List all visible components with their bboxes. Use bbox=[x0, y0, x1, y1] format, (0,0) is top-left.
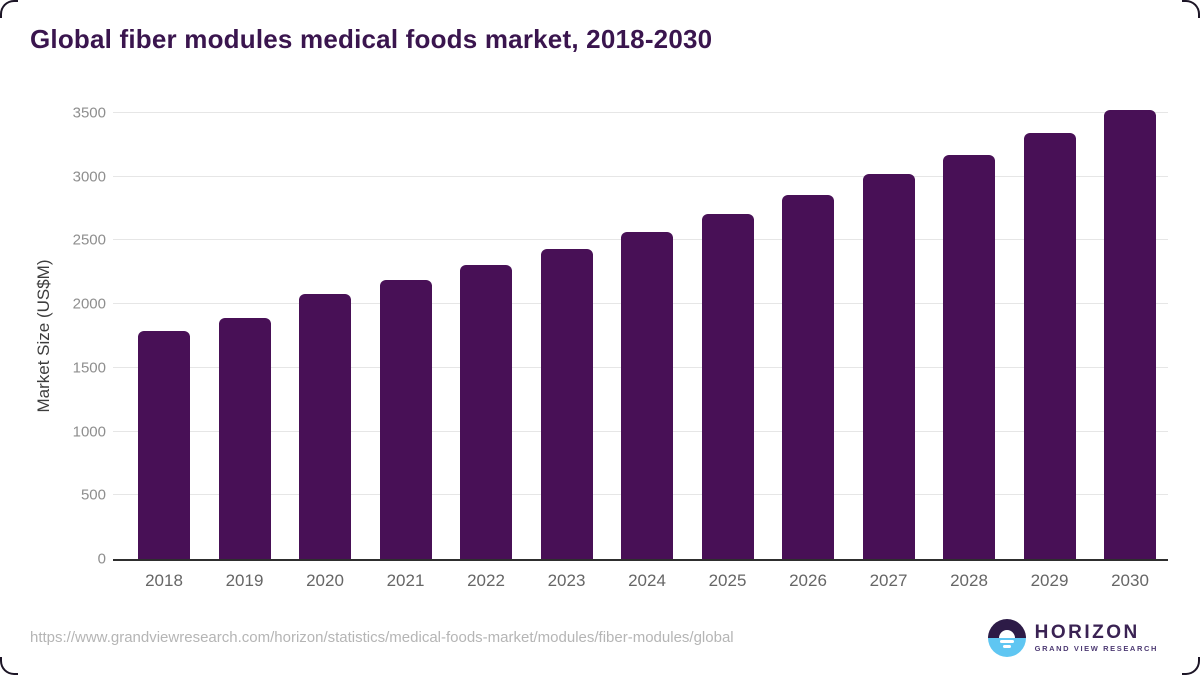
bar-2029 bbox=[1023, 133, 1076, 559]
bar-2025 bbox=[701, 214, 754, 559]
y-tick-label-0: 0 bbox=[97, 550, 106, 568]
rounded-corner-mark bbox=[0, 0, 18, 18]
bar-2030 bbox=[1104, 110, 1156, 559]
bar-2018 bbox=[138, 331, 190, 559]
rounded-corner-mark bbox=[1182, 657, 1200, 675]
x-tick-label-2018: 2018 bbox=[145, 571, 183, 590]
bar-2022 bbox=[460, 265, 512, 559]
x-tick-label-2021: 2021 bbox=[386, 571, 425, 590]
x-tick-label-2029: 2029 bbox=[1030, 571, 1069, 590]
bar-2019 bbox=[218, 318, 271, 559]
source-url: https://www.grandviewresearch.com/horizo… bbox=[30, 629, 734, 646]
water-ripple-shape bbox=[1002, 645, 1011, 648]
x-tick-label-2027: 2027 bbox=[869, 571, 908, 590]
x-tick-label-2030: 2030 bbox=[1111, 571, 1149, 590]
x-tick-label-2022: 2022 bbox=[467, 571, 505, 590]
gridline-3000 bbox=[113, 175, 1168, 177]
bar-2021 bbox=[379, 280, 432, 559]
y-tick-label-1500: 1500 bbox=[72, 359, 106, 377]
rounded-corner-mark bbox=[0, 657, 18, 675]
y-axis-title: Market Size (US$M) bbox=[34, 259, 53, 413]
bar-2027 bbox=[862, 174, 915, 559]
plot-area bbox=[113, 100, 1168, 561]
sun-dome-shape bbox=[998, 630, 1015, 638]
x-tick-label-2028: 2028 bbox=[950, 571, 988, 590]
y-tick-label-2000: 2000 bbox=[72, 295, 106, 313]
x-tick-label-2024: 2024 bbox=[628, 571, 666, 590]
x-tick-label-2020: 2020 bbox=[306, 571, 344, 590]
bar-2023 bbox=[540, 249, 593, 559]
logo-text-block: HORIZON GRAND VIEW RESEARCH bbox=[1035, 623, 1158, 653]
gridline-3500 bbox=[113, 112, 1168, 113]
y-tick-label-2500: 2500 bbox=[72, 231, 106, 249]
x-tick-label-2025: 2025 bbox=[708, 571, 747, 590]
x-tick-label-2023: 2023 bbox=[547, 571, 586, 590]
horizon-sunrise-icon bbox=[987, 619, 1026, 657]
y-tick-label-1000: 1000 bbox=[72, 423, 106, 441]
bar-2028 bbox=[943, 155, 995, 559]
y-tick-label-3000: 3000 bbox=[72, 168, 106, 186]
bar-2024 bbox=[621, 232, 673, 559]
horizon-logo: HORIZON GRAND VIEW RESEARCH bbox=[987, 619, 1158, 657]
chart-title: Global fiber modules medical foods marke… bbox=[30, 24, 713, 54]
x-tick-label-2026: 2026 bbox=[789, 571, 827, 590]
rounded-corner-mark bbox=[1182, 0, 1200, 18]
logo-subtitle: GRAND VIEW RESEARCH bbox=[1034, 644, 1158, 654]
y-tick-label-500: 500 bbox=[80, 486, 106, 504]
y-tick-label-3500: 3500 bbox=[72, 104, 106, 122]
bar-2020 bbox=[299, 294, 351, 559]
water-ripple-shape bbox=[999, 640, 1014, 643]
logo-name: HORIZON bbox=[1034, 622, 1140, 644]
x-tick-label-2019: 2019 bbox=[225, 571, 264, 590]
bar-2026 bbox=[782, 195, 834, 559]
